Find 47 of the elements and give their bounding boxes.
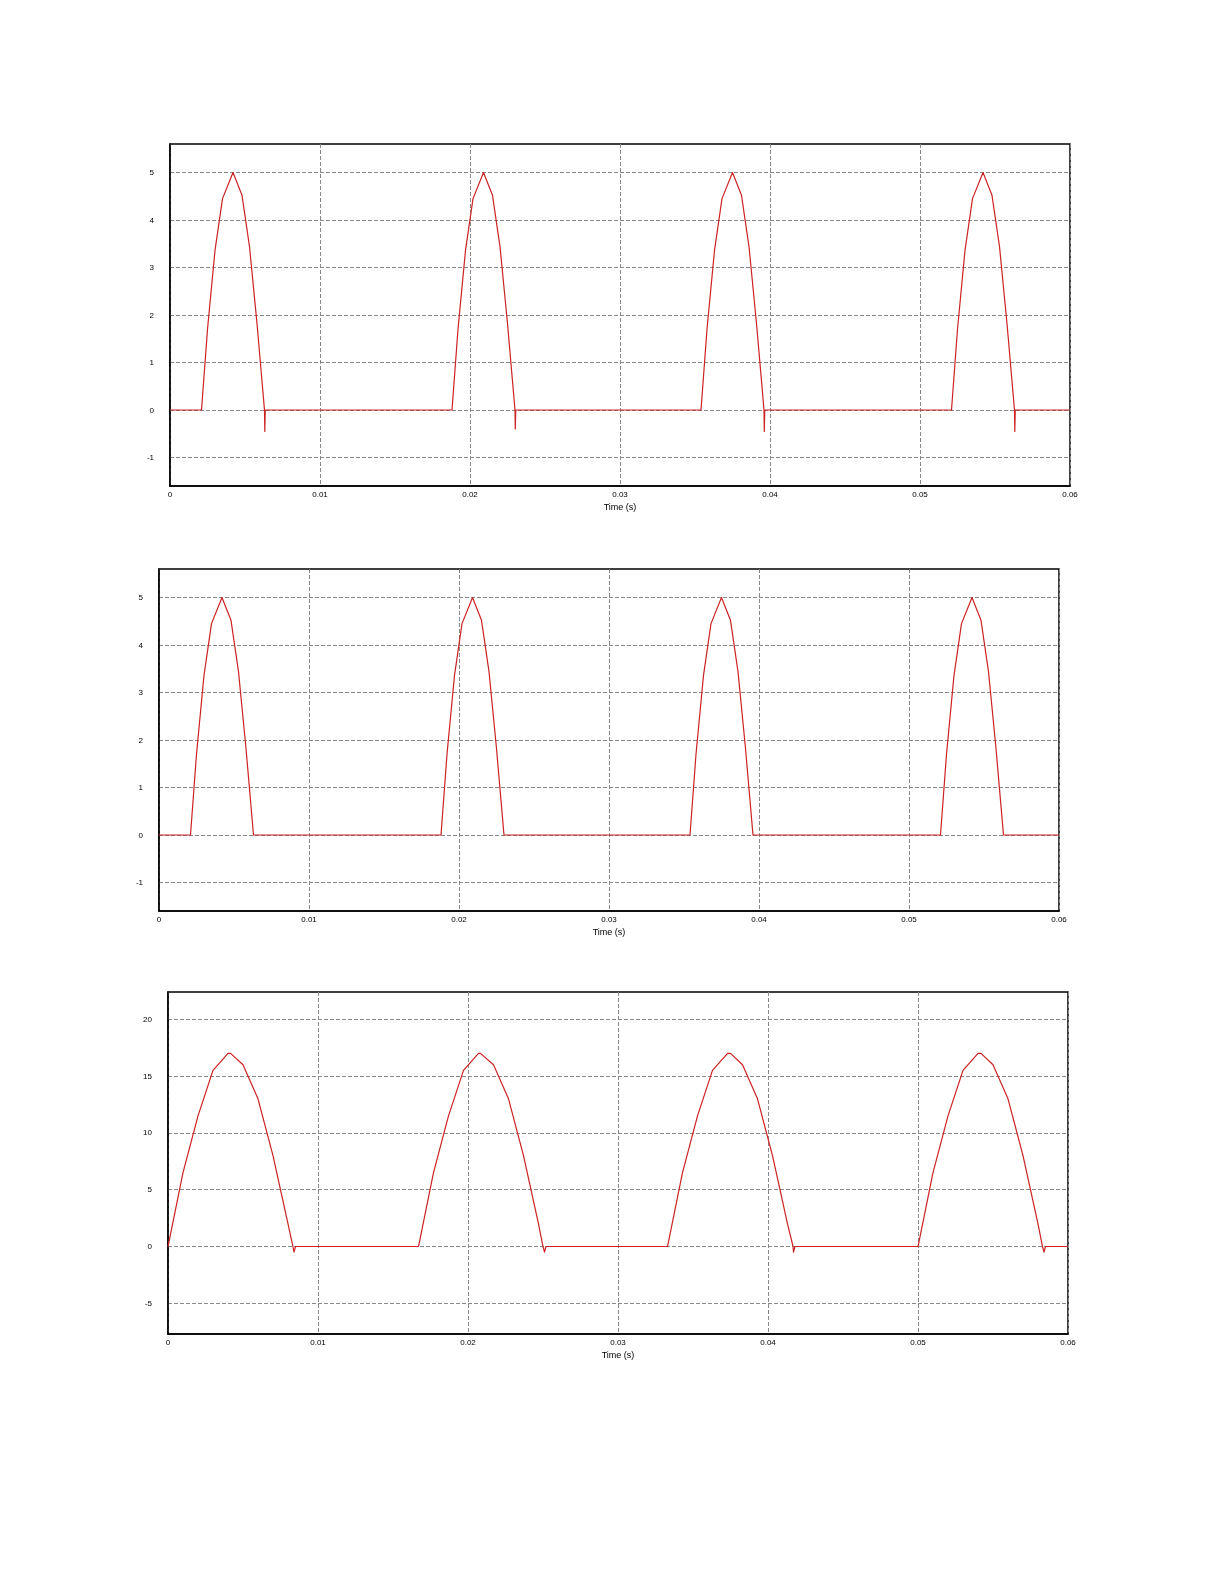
y-tick-label: -1	[146, 453, 155, 462]
y-tick-label: 5	[138, 593, 144, 602]
x-tick-label: 0.03	[612, 489, 629, 499]
x-tick-label: 0.01	[310, 1337, 327, 1347]
y-tick-label: 5	[149, 168, 155, 177]
x-tick-label: 0.06	[1060, 1337, 1077, 1347]
y-tick-label: 0	[138, 830, 144, 840]
y-tick-label: 5	[147, 1185, 153, 1195]
x-tick-label: 0.05	[912, 489, 929, 499]
x-tick-label: 0	[167, 489, 173, 499]
x-axis-title: Time (s)	[601, 1350, 635, 1361]
line-series	[169, 171, 1071, 432]
line-series	[167, 1052, 1069, 1253]
x-tick-label: 0.04	[751, 914, 768, 924]
line-series	[158, 596, 1060, 836]
x-tick-label: 0.05	[901, 914, 918, 924]
y-tick-label: 3	[149, 263, 155, 272]
y-tick-label: 10	[143, 1128, 153, 1138]
y-tick-label: 15	[143, 1071, 153, 1081]
x-tick-label: 0	[156, 914, 162, 924]
x-tick-label: 0.06	[1051, 914, 1068, 924]
x-axis-title: Time (s)	[592, 927, 626, 938]
y-tick-label: 0	[147, 1242, 153, 1252]
y-tick-label: 1	[149, 358, 155, 367]
y-tick-label: 2	[149, 310, 155, 320]
x-tick-label: 0.02	[462, 489, 479, 499]
y-tick-label: 20	[143, 1014, 153, 1024]
x-tick-label: 0.05	[910, 1337, 927, 1347]
x-tick-label: 0.06	[1062, 489, 1079, 499]
x-tick-label: 0.03	[610, 1337, 627, 1347]
y-tick-label: -5	[144, 1298, 153, 1308]
x-tick-label: 0.04	[760, 1337, 777, 1347]
x-tick-label: 0	[165, 1337, 171, 1347]
y-tick-label: 4	[149, 215, 155, 225]
x-tick-label: 0.01	[301, 914, 318, 924]
x-tick-label: 0.04	[762, 489, 779, 499]
x-tick-label: 0.02	[460, 1337, 477, 1347]
y-tick-label: 3	[138, 688, 144, 697]
y-tick-label: 1	[138, 783, 144, 792]
y-tick-label: 4	[138, 640, 144, 650]
y-tick-label: 0	[149, 405, 155, 415]
x-axis-title: Time (s)	[603, 502, 637, 513]
y-tick-label: 2	[138, 735, 144, 745]
x-tick-label: 0.01	[312, 489, 329, 499]
y-tick-label: -1	[135, 878, 144, 887]
x-tick-label: 0.02	[451, 914, 468, 924]
x-tick-label: 0.03	[601, 914, 618, 924]
